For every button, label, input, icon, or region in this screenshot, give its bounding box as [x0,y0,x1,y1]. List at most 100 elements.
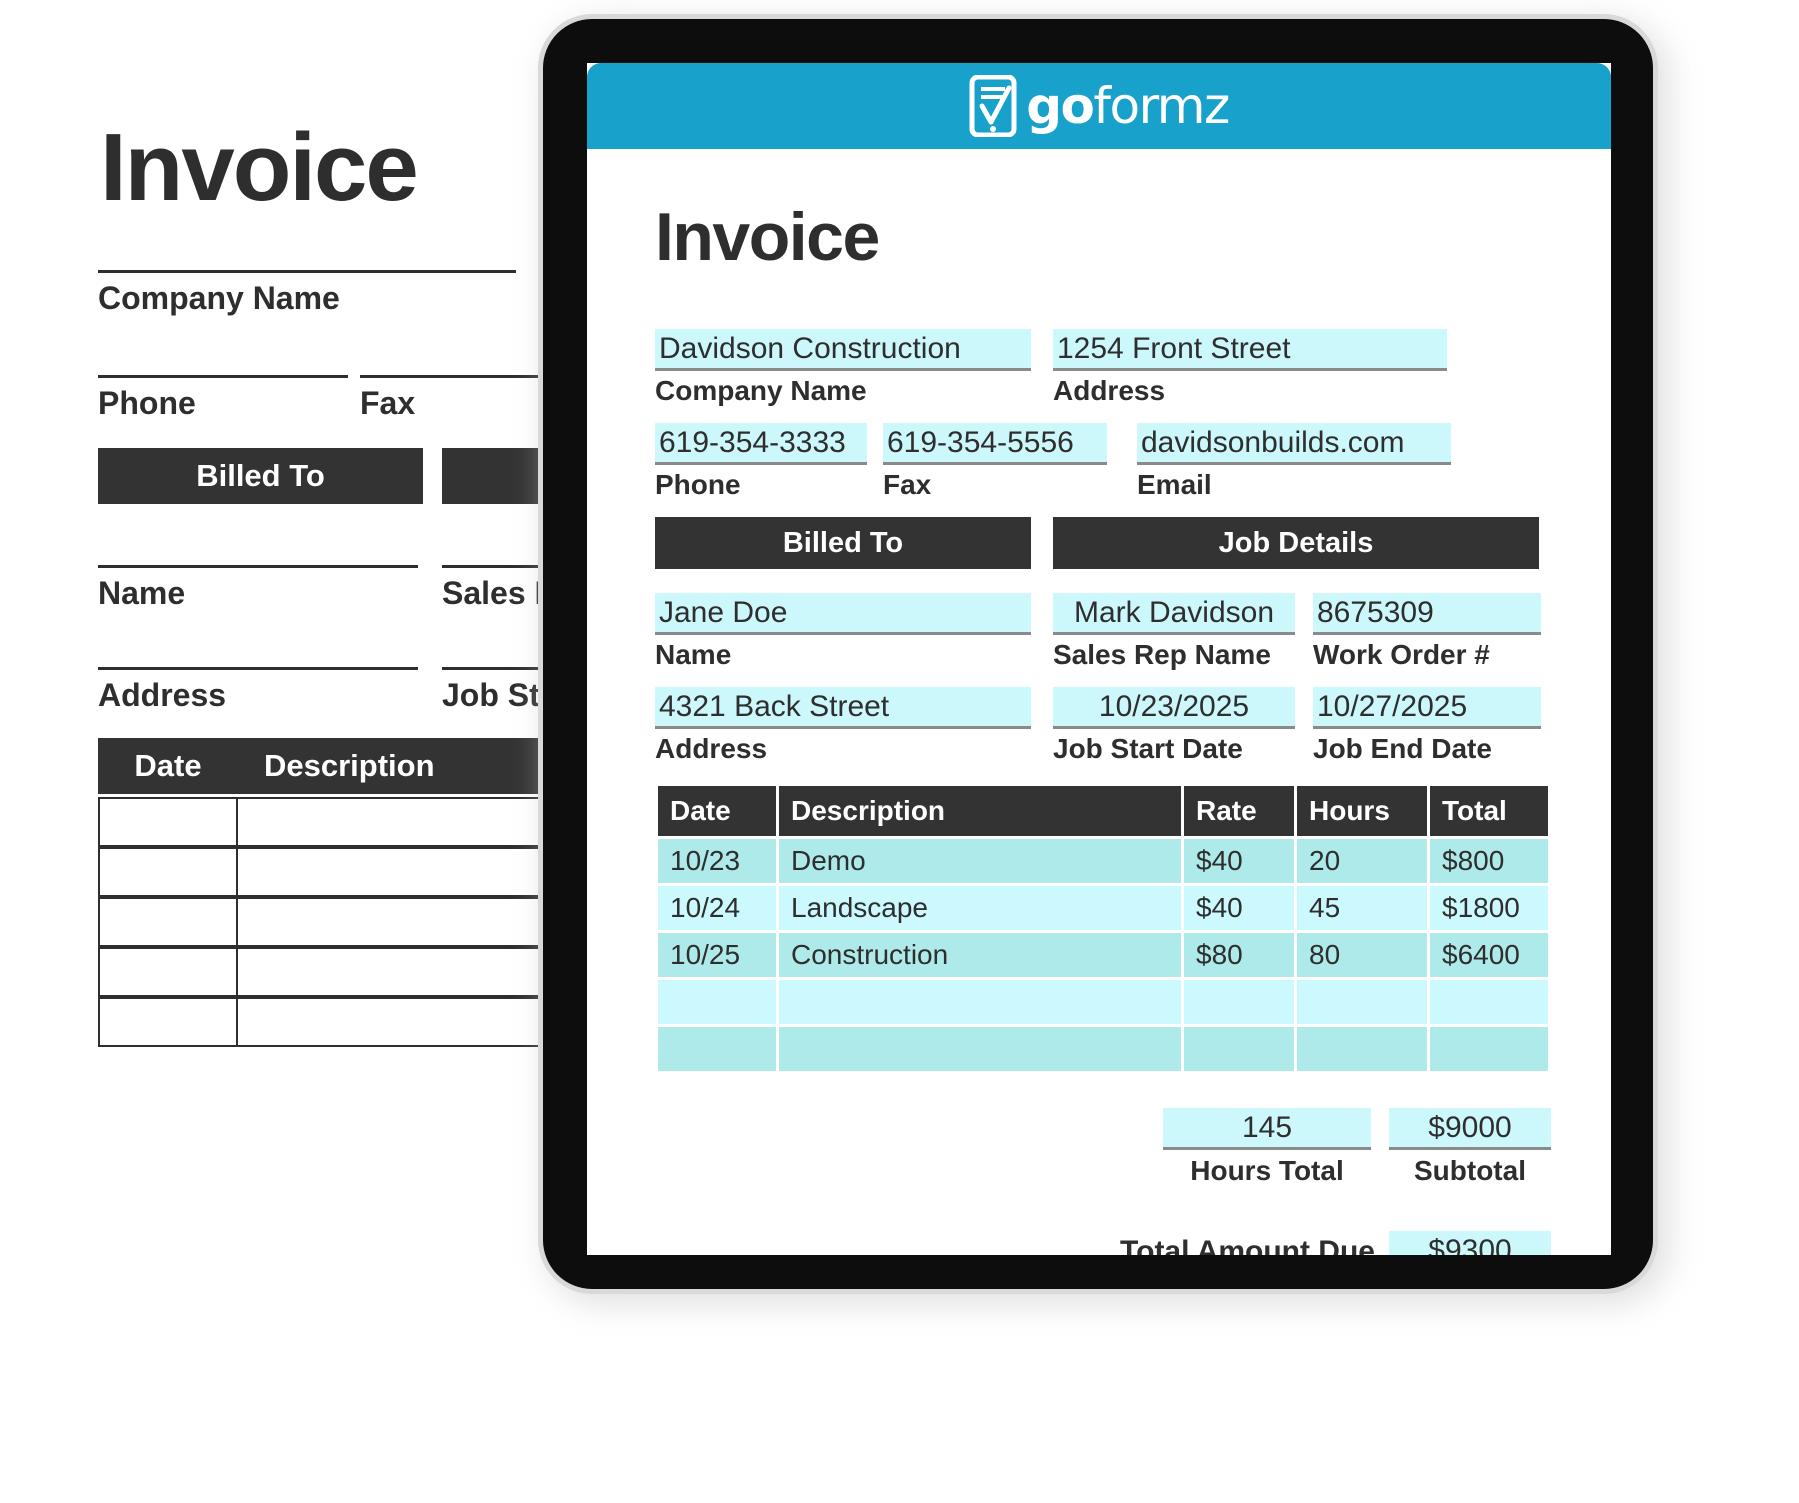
hours-total-value[interactable]: 145 [1163,1108,1371,1150]
bill-address-field[interactable]: 4321 Back Street Address [655,687,1031,765]
billing-job-row: Jane Doe Name Mark Davidson Sales Rep Na… [655,593,1551,671]
cell-rate[interactable]: $40 [1184,839,1294,883]
company-name-field[interactable]: Davidson Construction Company Name [655,329,1031,407]
table-row[interactable]: 10/24 Landscape $40 45 $1800 [658,886,1548,930]
address-field[interactable]: 1254 Front Street Address [1053,329,1447,407]
cell-description[interactable]: Landscape [779,886,1181,930]
th-total: Total [1430,786,1548,836]
cell-description[interactable] [779,980,1181,1024]
bill-name-value[interactable]: Jane Doe [655,593,1031,635]
cell-total[interactable] [1430,980,1548,1024]
form-checkmark-icon [969,75,1017,137]
th-date: Date [658,786,776,836]
bill-address-label: Address [655,733,768,764]
work-order-field[interactable]: 8675309 Work Order # [1313,593,1541,671]
amount-due-label: Total Amount Due [1120,1235,1375,1255]
paper-bar-billed-to: Billed To [98,448,423,504]
subtotal-field[interactable]: $9000 Subtotal [1389,1108,1551,1187]
phone-label: Phone [655,469,741,500]
paper-phone-line [98,375,348,378]
contact-row: 619-354-3333 Phone 619-354-5556 Fax davi… [655,423,1551,501]
job-end-date-value[interactable]: 10/27/2025 [1313,687,1541,729]
bill-address-value[interactable]: 4321 Back Street [655,687,1031,729]
cell-date[interactable] [658,1027,776,1071]
paper-name-line [98,565,418,568]
paper-label-address: Address [98,677,227,713]
company-address-row: Davidson Construction Company Name 1254 … [655,329,1551,407]
th-hours: Hours [1297,786,1427,836]
hours-total-field[interactable]: 145 Hours Total [1163,1108,1371,1187]
cell-date[interactable]: 10/25 [658,933,776,977]
paper-address-line [98,667,418,670]
bill-name-field[interactable]: Jane Doe Name [655,593,1031,671]
address-value[interactable]: 1254 Front Street [1053,329,1447,371]
paper-label-fax: Fax [360,385,416,421]
email-field[interactable]: davidsonbuilds.com Email [1137,423,1451,501]
paper-label-job-start: Job St [442,677,540,713]
amount-due-value[interactable]: $9300 [1389,1231,1551,1255]
tablet-screen: goformz Invoice Davidson Construction Co… [587,63,1611,1255]
subtotal-label: Subtotal [1414,1155,1526,1186]
cell-hours[interactable] [1297,980,1427,1024]
cell-description[interactable]: Demo [779,839,1181,883]
paper-label-company-name: Company Name [98,280,340,316]
hours-total-label: Hours Total [1190,1155,1344,1186]
cell-date[interactable] [658,980,776,1024]
table-row[interactable] [658,1027,1548,1071]
paper-label-phone: Phone [98,385,196,421]
table-row[interactable] [658,980,1548,1024]
cell-total[interactable]: $1800 [1430,886,1548,930]
section-bars: Billed To Job Details [655,517,1551,569]
paper-invoice-title: Invoice [100,114,419,221]
company-name-value[interactable]: Davidson Construction [655,329,1031,371]
amount-due-row: Total Amount Due $9300 [655,1231,1551,1255]
cell-hours[interactable]: 20 [1297,839,1427,883]
paper-label-name: Name [98,575,186,611]
cell-hours[interactable] [1297,1027,1427,1071]
phone-value[interactable]: 619-354-3333 [655,423,867,465]
th-rate: Rate [1184,786,1294,836]
subtotal-value[interactable]: $9000 [1389,1108,1551,1150]
fax-field[interactable]: 619-354-5556 Fax [883,423,1107,501]
fax-value[interactable]: 619-354-5556 [883,423,1107,465]
section-job-details: Job Details [1053,517,1539,569]
app-header: goformz [587,63,1611,149]
paper-th-date: Date [134,748,202,783]
line-items-header-row: Date Description Rate Hours Total [658,786,1548,836]
phone-field[interactable]: 619-354-3333 Phone [655,423,867,501]
cell-rate[interactable]: $80 [1184,933,1294,977]
goformz-wordmark: goformz [1026,81,1230,131]
company-name-label: Company Name [655,375,867,406]
work-order-label: Work Order # [1313,639,1490,670]
line-items-table: Date Description Rate Hours Total 10/23 … [655,783,1551,1074]
email-value[interactable]: davidsonbuilds.com [1137,423,1451,465]
cell-total[interactable] [1430,1027,1548,1071]
cell-rate[interactable]: $40 [1184,886,1294,930]
cell-date[interactable]: 10/24 [658,886,776,930]
cell-hours[interactable]: 45 [1297,886,1427,930]
cell-description[interactable]: Construction [779,933,1181,977]
totals-row: 145 Hours Total $9000 Subtotal [655,1108,1551,1187]
goformz-logo: goformz [969,75,1230,137]
th-description: Description [779,786,1181,836]
cell-description[interactable] [779,1027,1181,1071]
table-row[interactable]: 10/23 Demo $40 20 $800 [658,839,1548,883]
job-start-date-label: Job Start Date [1053,733,1243,764]
cell-date[interactable]: 10/23 [658,839,776,883]
sales-rep-field[interactable]: Mark Davidson Sales Rep Name [1053,593,1295,671]
sales-rep-value[interactable]: Mark Davidson [1053,593,1295,635]
invoice-title: Invoice [655,199,880,275]
cell-total[interactable]: $6400 [1430,933,1548,977]
work-order-value[interactable]: 8675309 [1313,593,1541,635]
job-start-date-value[interactable]: 10/23/2025 [1053,687,1295,729]
job-end-date-field[interactable]: 10/27/2025 Job End Date [1313,687,1541,765]
table-row[interactable]: 10/25 Construction $80 80 $6400 [658,933,1548,977]
logo-formz: formz [1093,77,1230,135]
cell-total[interactable]: $800 [1430,839,1548,883]
sales-rep-label: Sales Rep Name [1053,639,1271,670]
section-billed-to: Billed To [655,517,1031,569]
cell-rate[interactable] [1184,1027,1294,1071]
job-start-date-field[interactable]: 10/23/2025 Job Start Date [1053,687,1295,765]
cell-hours[interactable]: 80 [1297,933,1427,977]
cell-rate[interactable] [1184,980,1294,1024]
